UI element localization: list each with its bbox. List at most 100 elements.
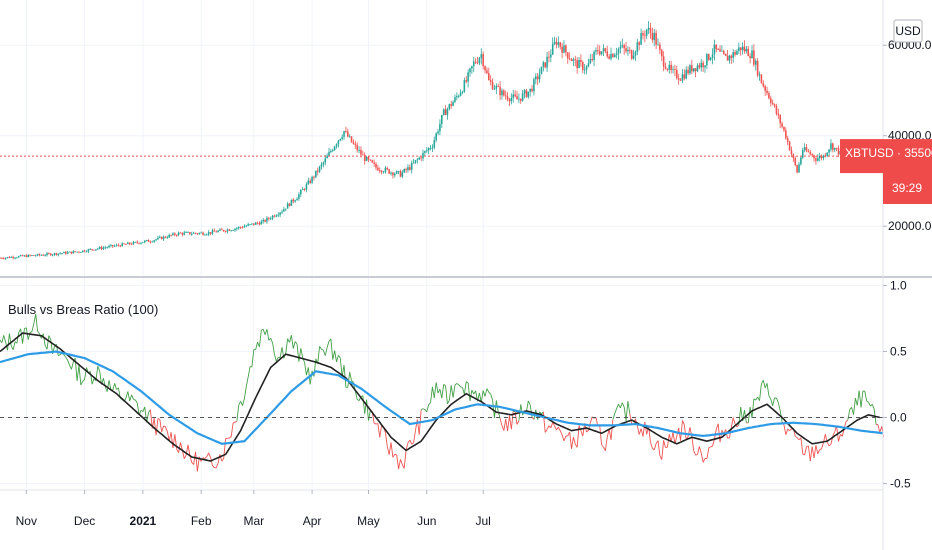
candle-body — [724, 53, 727, 56]
candle-body — [55, 253, 58, 255]
ratio-segment — [747, 406, 751, 424]
time-axis-labels[interactable]: Nov Dec 2021 Feb Mar Apr May Jun Jul — [16, 490, 491, 528]
candle-body — [672, 69, 674, 70]
candle-body — [657, 44, 659, 46]
candle-body — [427, 148, 430, 151]
ratio-segment — [431, 386, 435, 398]
candle-body — [446, 108, 449, 115]
candle-body — [491, 81, 494, 90]
candle-body — [151, 241, 154, 243]
candle-body — [127, 242, 129, 245]
candle-body — [373, 162, 375, 164]
candle-body — [399, 171, 402, 177]
ratio-segment — [612, 413, 616, 420]
candle-body — [162, 236, 165, 240]
candle-body — [551, 43, 554, 55]
candle-body — [149, 241, 152, 243]
ratio-segment — [388, 442, 392, 455]
candle-body — [315, 170, 317, 178]
ratio-segment — [730, 417, 734, 428]
candle-body — [623, 45, 625, 49]
candle-body — [837, 148, 840, 155]
ratio-segment — [163, 425, 166, 428]
ratio-segment — [847, 409, 851, 420]
candle-body — [689, 65, 691, 74]
candle-body — [412, 162, 415, 164]
candle-body — [832, 143, 834, 150]
currency-button[interactable]: USD — [893, 19, 923, 43]
candle-body — [760, 74, 763, 84]
candle-body — [745, 48, 748, 52]
candle-body — [236, 228, 238, 229]
ratio-segment — [298, 348, 302, 362]
candle-body — [57, 253, 60, 255]
candle-body — [739, 47, 742, 51]
ratio-segment — [698, 446, 702, 454]
candle-body — [117, 244, 120, 246]
ratio-segment — [809, 446, 813, 462]
ratio-segment — [8, 333, 12, 347]
candle-body — [818, 155, 821, 159]
candle-body — [63, 251, 65, 254]
ratio-segment — [377, 423, 381, 438]
candle-body — [424, 151, 426, 153]
candle-body — [42, 254, 45, 256]
oscillator-axis-labels[interactable]: 1.0 0.5 0.0 -0.5 — [883, 279, 911, 491]
candle-body — [181, 233, 184, 235]
candle-body — [444, 109, 447, 115]
ratio-segment — [343, 365, 347, 388]
candle-body — [262, 219, 264, 222]
candle-body — [138, 242, 140, 244]
candle-body — [27, 254, 29, 258]
candle-body — [510, 97, 513, 102]
candle-body — [348, 136, 351, 138]
candle-body — [224, 231, 227, 232]
ratio-segment — [471, 389, 475, 395]
ratio-segment — [702, 458, 706, 463]
candle-body — [121, 243, 123, 247]
candle-body — [728, 55, 731, 61]
ratio-segment — [629, 413, 633, 424]
ratio-segment — [614, 408, 618, 414]
oscillator-series — [0, 313, 885, 472]
candle-body — [266, 217, 268, 222]
candle-body — [486, 70, 488, 74]
candle-body — [80, 252, 82, 253]
ratio-segment — [89, 371, 93, 385]
candle-body — [215, 231, 217, 233]
ratio-segment — [777, 402, 781, 411]
candle-body — [70, 251, 73, 254]
candle-body — [775, 106, 778, 114]
candle-body — [456, 96, 458, 98]
ratio-segment — [456, 383, 459, 386]
slow-average-line — [0, 350, 884, 445]
ratio-segment — [279, 347, 283, 358]
candle-body — [49, 253, 52, 256]
candle-body — [570, 59, 573, 61]
ratio-segment — [80, 381, 84, 386]
time-tick-label: May — [357, 514, 380, 528]
candle-body — [691, 65, 693, 72]
indicator-title[interactable]: Bulls vs Breas Ratio (100) — [8, 302, 158, 317]
candle-body — [207, 232, 210, 235]
candle-body — [85, 251, 88, 253]
candle-body — [76, 251, 78, 253]
candle-body — [450, 104, 452, 106]
candle-body — [230, 230, 233, 232]
candle-body — [113, 245, 116, 247]
candle-body — [642, 33, 644, 36]
candle-body — [190, 233, 193, 235]
ratio-segment — [646, 426, 650, 435]
candle-body — [566, 52, 569, 59]
time-tick-label: Apr — [303, 514, 322, 528]
candle-body — [330, 151, 332, 152]
ratio-segment — [657, 440, 661, 456]
candle-body — [721, 50, 723, 52]
currency-label: USD — [895, 24, 921, 38]
ratio-segment — [653, 443, 657, 450]
ratio-segment — [717, 423, 721, 443]
candle-body — [288, 203, 291, 206]
candle-body — [345, 131, 347, 132]
candle-body — [253, 223, 255, 225]
candle-body — [168, 234, 170, 238]
